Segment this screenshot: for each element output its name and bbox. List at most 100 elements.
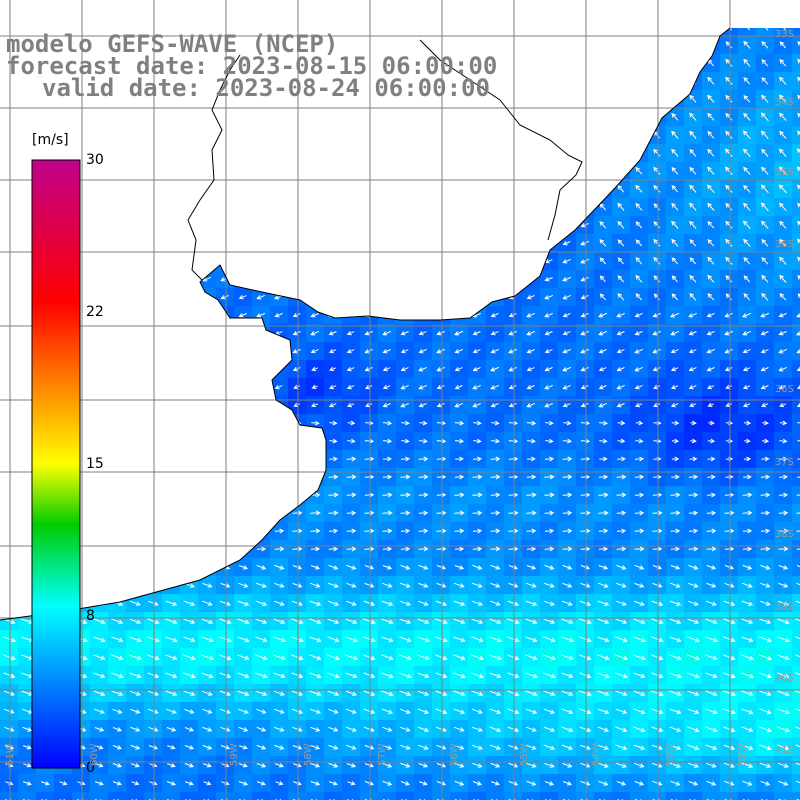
wind-arrow: [544, 97, 553, 102]
wind-arrow: [617, 275, 625, 283]
wind-arrow: [400, 204, 409, 210]
wind-cell: [216, 504, 234, 522]
wind-arrow: [778, 331, 787, 336]
wind-arrow: [274, 168, 283, 174]
wind-arrow: [508, 330, 517, 336]
wind-arrow: [291, 690, 304, 696]
wind-cell: [162, 396, 180, 414]
wind-cell: [792, 234, 800, 252]
wind-arrow: [130, 726, 141, 732]
wind-arrow: [470, 672, 484, 679]
wind-arrow: [652, 510, 663, 516]
wind-cell: [90, 234, 108, 252]
wind-cell: [216, 792, 234, 800]
wind-cell: [90, 270, 108, 288]
wind-arrow: [382, 186, 391, 192]
wind-arrow: [596, 672, 610, 679]
wind-arrow: [632, 654, 646, 661]
wind-arrow: [562, 258, 571, 264]
wind-cell: [198, 0, 216, 18]
wind-arrow: [130, 294, 140, 300]
wind-arrow: [328, 781, 338, 786]
wind-arrow: [508, 384, 517, 390]
wind-cell: [630, 126, 648, 144]
wind-arrow: [257, 456, 266, 462]
wind-arrow: [184, 349, 193, 354]
wind-arrow: [598, 582, 609, 588]
wind-arrow: [760, 492, 771, 498]
wind-cell: [90, 486, 108, 504]
wind-arrow: [382, 438, 393, 444]
wind-arrow: [635, 41, 642, 49]
wind-arrow: [58, 114, 68, 120]
wind-arrow: [761, 274, 769, 283]
wind-arrow: [202, 510, 213, 516]
wind-cell: [792, 288, 800, 306]
wind-cell: [306, 144, 324, 162]
wind-cell: [144, 234, 162, 252]
wind-arrow: [635, 184, 643, 193]
wind-arrow: [689, 28, 697, 31]
wind-cell: [558, 0, 576, 18]
wind-arrow: [652, 348, 661, 354]
wind-arrow: [454, 259, 463, 264]
wind-arrow: [507, 600, 520, 606]
wind-arrow: [418, 366, 427, 372]
wind-arrow: [635, 274, 643, 283]
wind-arrow: [509, 7, 516, 11]
wind-arrow: [669, 708, 682, 715]
wind-cell: [432, 108, 450, 126]
wind-arrow: [687, 762, 699, 768]
wind-arrow: [472, 367, 481, 372]
wind-arrow: [614, 654, 629, 661]
wind-arrow: [635, 221, 643, 229]
wind-arrow: [653, 59, 661, 67]
wind-arrow: [471, 690, 484, 697]
wind-arrow: [166, 133, 175, 138]
wind-cell: [198, 324, 216, 342]
wind-cell: [774, 792, 792, 800]
wind-arrow: [238, 276, 247, 282]
wind-arrow: [490, 349, 499, 354]
wind-cell: [0, 162, 18, 180]
wind-cell: [360, 252, 378, 270]
wind-cell: [108, 396, 126, 414]
wind-arrow: [346, 582, 357, 588]
wind-cell: [180, 126, 198, 144]
wind-arrow: [615, 690, 628, 697]
wind-cell: [504, 36, 522, 54]
wind-arrow: [797, 293, 800, 301]
wind-arrow: [634, 366, 643, 372]
wind-cell: [342, 28, 360, 36]
wind-arrow: [400, 384, 409, 390]
wind-cell: [576, 108, 594, 126]
wind-arrow: [776, 708, 791, 715]
wind-cell: [432, 144, 450, 162]
wind-arrow: [436, 348, 446, 354]
wind-cell: [162, 360, 180, 378]
wind-arrow: [707, 76, 715, 85]
wind-arrow: [797, 438, 800, 444]
wind-arrow: [598, 780, 609, 786]
wind-cell: [144, 558, 162, 576]
wind-arrow: [562, 366, 572, 372]
wind-arrow: [488, 636, 503, 643]
wind-arrow: [220, 28, 229, 30]
wind-arrow: [490, 474, 501, 480]
wind-cell: [0, 0, 18, 18]
wind-cell: [180, 342, 198, 360]
wind-arrow: [220, 168, 229, 174]
wind-cell: [288, 180, 306, 198]
wind-arrow: [40, 150, 49, 156]
wind-arrow: [580, 150, 590, 156]
wind-arrow: [616, 403, 625, 408]
wind-cell: [378, 180, 396, 198]
wind-arrow: [687, 690, 700, 697]
wind-cell: [108, 180, 126, 198]
wind-arrow: [562, 564, 573, 570]
wind-arrow: [346, 510, 357, 516]
wind-arrow: [743, 220, 751, 230]
wind-arrow: [256, 744, 267, 750]
wind-cell: [792, 450, 800, 468]
wind-arrow: [544, 240, 553, 246]
